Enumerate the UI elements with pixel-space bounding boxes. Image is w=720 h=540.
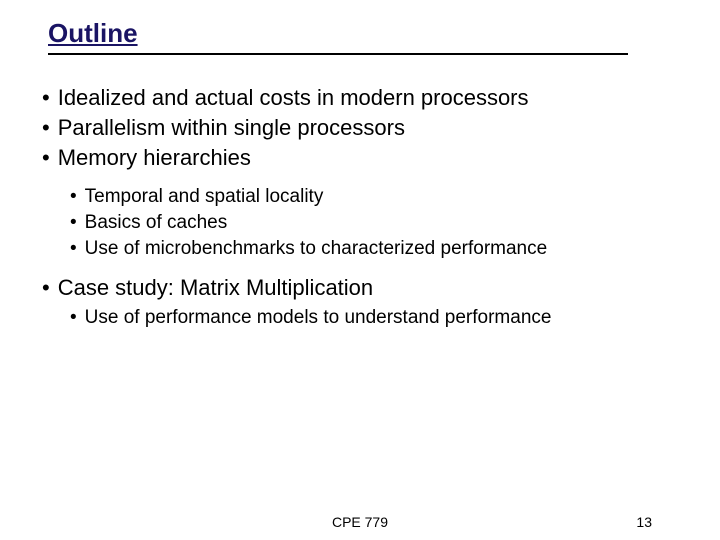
slide-title: Outline	[48, 18, 650, 49]
footer-course-code: CPE 779	[0, 514, 720, 530]
bullet-level2: • Basics of caches	[70, 210, 690, 236]
title-underline-rule	[48, 53, 628, 55]
bullet-dot-icon: •	[42, 113, 50, 143]
bullet-dot-icon: •	[70, 236, 77, 262]
bullet-level2: • Temporal and spatial locality	[70, 184, 690, 210]
bullet-text: Memory hierarchies	[58, 143, 251, 173]
bullet-level2: • Use of microbenchmarks to characterize…	[70, 236, 690, 262]
page-number: 13	[636, 514, 652, 530]
bullet-text: Temporal and spatial locality	[85, 184, 324, 210]
bullet-dot-icon: •	[70, 210, 77, 236]
bullet-level1: • Case study: Matrix Multiplication	[42, 273, 690, 303]
bullet-level1: • Parallelism within single processors	[42, 113, 690, 143]
bullet-dot-icon: •	[42, 143, 50, 173]
content-area: • Idealized and actual costs in modern p…	[42, 83, 690, 330]
bullet-dot-icon: •	[70, 184, 77, 210]
bullet-text: Parallelism within single processors	[58, 113, 405, 143]
bullet-text: Basics of caches	[85, 210, 228, 236]
bullet-level1: • Memory hierarchies	[42, 143, 690, 173]
bullet-level1: • Idealized and actual costs in modern p…	[42, 83, 690, 113]
bullet-dot-icon: •	[70, 305, 77, 331]
bullet-dot-icon: •	[42, 83, 50, 113]
slide: Outline • Idealized and actual costs in …	[0, 0, 720, 540]
title-block: Outline	[48, 18, 650, 55]
bullet-dot-icon: •	[42, 273, 50, 303]
bullet-level2: • Use of performance models to understan…	[70, 305, 690, 331]
bullet-text: Use of microbenchmarks to characterized …	[85, 236, 548, 262]
bullet-text: Case study: Matrix Multiplication	[58, 273, 373, 303]
bullet-text: Idealized and actual costs in modern pro…	[58, 83, 529, 113]
bullet-text: Use of performance models to understand …	[85, 305, 552, 331]
